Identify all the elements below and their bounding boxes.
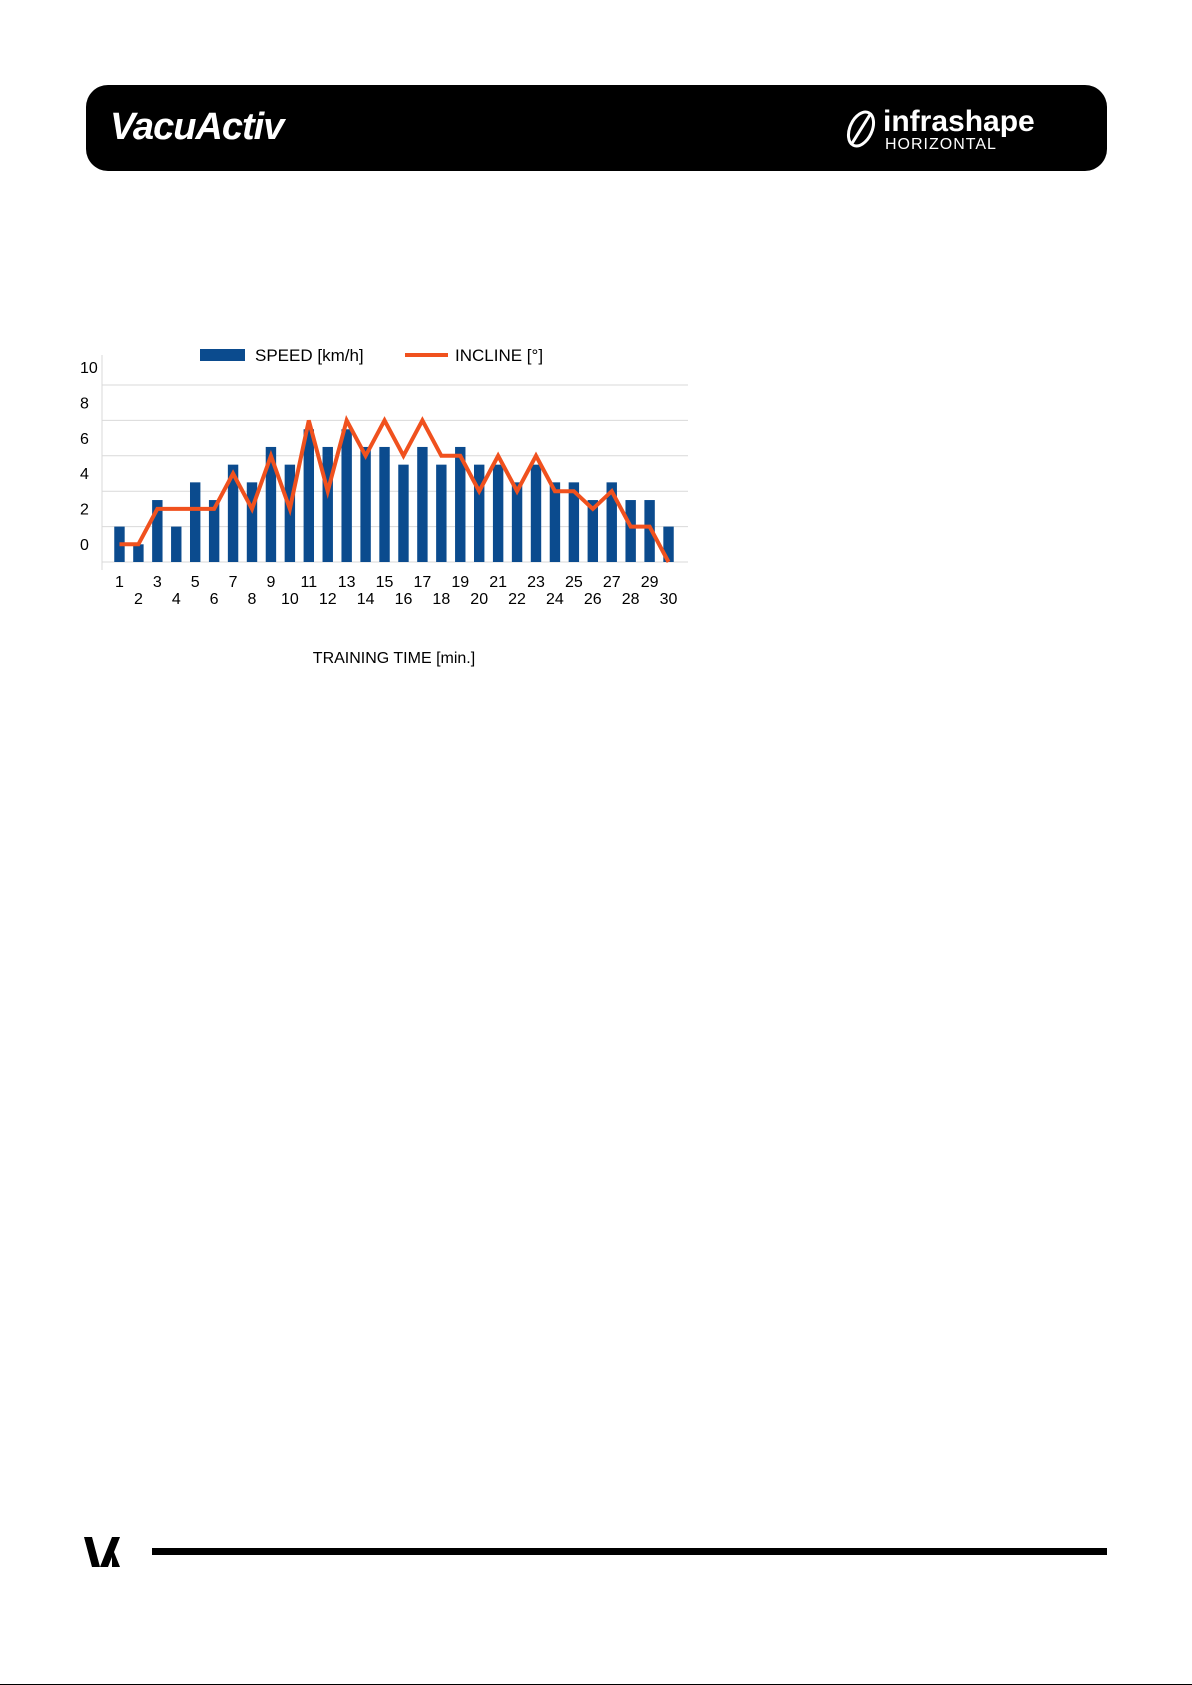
x-tick-label: 14 [357,591,375,608]
x-tick-label: 23 [527,574,545,591]
x-tick-label: 11 [300,574,317,591]
speed-bar [511,482,523,562]
x-tick-label: 2 [134,591,143,608]
x-tick-label: 10 [281,591,299,608]
speed-bar [265,446,277,562]
y-tick-label: 2 [80,502,89,519]
speed-bar [360,446,371,562]
speed-bar [114,526,125,562]
x-axis-label: TRAINING TIME [min.] [313,650,475,667]
x-tick-label: 9 [266,574,275,591]
legend-speed-label: SPEED [km/h] [255,346,364,365]
speed-bar [455,446,466,562]
x-tick-label: 1 [115,574,124,591]
x-tick-label: 4 [172,591,181,608]
speed-bar [189,482,201,562]
legend-speed-swatch [200,349,245,361]
x-tick-label: 27 [603,574,621,591]
speed-bar [530,464,542,562]
incline-line [119,414,671,563]
speed-bar [587,500,599,562]
y-tick-label: 4 [80,466,89,483]
x-tick-label: 22 [508,591,526,608]
x-tick-label: 20 [470,591,488,608]
footer-va-logo [82,1533,122,1578]
y-tick-label: 10 [80,360,98,377]
speed-bar [133,544,144,562]
infrashape-logo-svg: infrashape HORIZONTAL [846,105,1035,153]
infrashape-swoosh-icon [846,110,876,148]
x-tick-label: 18 [432,591,450,608]
y-tick-label: 8 [80,395,89,412]
x-tick-labels: 1234567891011121314151617181920212223242… [115,574,678,608]
chart-grid [101,355,688,570]
brand-right-bottom: HORIZONTAL [885,136,997,153]
header-bar: VacuActiv infrashape HORIZONTAL [86,85,1107,171]
x-tick-label: 16 [395,591,413,608]
speed-bar [663,526,674,562]
vacuactiv-logo: VacuActiv [110,105,340,150]
speed-bar [473,464,485,562]
x-tick-label: 12 [319,591,337,608]
speed-bar [492,464,504,562]
x-tick-label: 5 [191,574,200,591]
speed-bar [625,500,636,562]
x-tick-label: 7 [229,574,238,591]
speed-bar [322,446,333,562]
speed-bar [171,526,182,562]
x-tick-label: 19 [451,574,469,591]
x-tick-label: 28 [622,591,640,608]
speed-bar [417,446,428,562]
vacuactiv-va-monogram-icon [84,1537,120,1567]
y-tick-labels: 0 2 4 6 8 10 [80,360,98,554]
brand-right-top: infrashape [883,105,1035,138]
footer-rule [152,1548,1107,1555]
speed-bar [379,446,390,562]
speed-bar [606,482,617,562]
x-tick-label: 30 [660,591,678,608]
x-tick-label: 6 [210,591,219,608]
x-tick-label: 24 [546,591,564,608]
speed-bar [341,429,352,562]
speed-bar [549,482,561,562]
infrashape-logo: infrashape HORIZONTAL [841,101,1081,160]
y-tick-label: 0 [80,537,89,554]
x-tick-label: 21 [489,574,507,591]
brand-left-text: VacuActiv [110,106,286,145]
x-tick-label: 3 [153,574,162,591]
x-tick-label: 25 [565,574,583,591]
speed-bar [303,429,315,562]
speed-bar [398,464,409,562]
x-tick-label: 17 [414,574,432,591]
x-tick-label: 13 [338,574,356,591]
x-tick-label: 26 [584,591,602,608]
speed-bar [227,464,239,562]
x-tick-label: 8 [248,591,257,608]
speed-bar [644,500,655,562]
speed-bars [114,429,674,562]
x-tick-label: 15 [376,574,394,591]
speed-bar [152,500,163,562]
legend-incline-label: INCLINE [°] [455,346,543,365]
speed-bar [246,482,258,562]
speed-bar [208,500,220,562]
incline-line-group [119,414,671,563]
chart-legend: SPEED [km/h] INCLINE [°] [200,346,543,365]
vacuactiv-wordmark: VacuActiv [110,106,287,148]
speed-bar [436,464,447,562]
y-tick-label: 6 [80,431,89,448]
speed-bar [568,482,580,562]
x-tick-label: 29 [641,574,659,591]
